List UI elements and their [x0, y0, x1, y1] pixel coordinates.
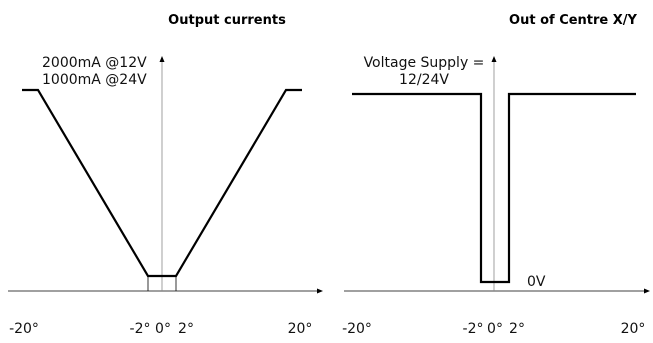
y-axis-arrow: [491, 56, 497, 62]
tick-label: -2°: [130, 321, 151, 337]
output-currents-chart: Output currents 2000mA @12V 1000mA @24V …: [8, 13, 323, 337]
series-line: [352, 92, 636, 284]
series-line: [22, 88, 302, 278]
annotation-line-1: 2000mA @12V: [42, 55, 147, 71]
tick-label: -2°: [463, 321, 484, 337]
tick-label: 0°: [487, 321, 503, 337]
chart-title: Out of Centre X/Y: [509, 13, 638, 28]
tick-label: 20°: [621, 321, 646, 337]
tick-label: 0°: [155, 321, 171, 337]
x-axis-arrow: [317, 288, 323, 294]
tick-label: 20°: [288, 321, 313, 337]
annotation-line-2: 12/24V: [399, 72, 449, 88]
x-axis-arrow: [644, 288, 650, 294]
tick-label: 2°: [178, 321, 194, 337]
annotation-line-1: Voltage Supply =: [364, 55, 485, 71]
tick-label: -20°: [9, 321, 39, 337]
tick-label: 2°: [509, 321, 525, 337]
annotation-line-2: 1000mA @24V: [42, 72, 147, 88]
zero-volt-label: 0V: [527, 274, 546, 290]
out-of-centre-chart: Out of Centre X/Y Voltage Supply = 12/24…: [342, 13, 650, 337]
y-axis-arrow: [159, 56, 165, 62]
chart-title: Output currents: [168, 13, 286, 28]
tick-label: -20°: [342, 321, 372, 337]
